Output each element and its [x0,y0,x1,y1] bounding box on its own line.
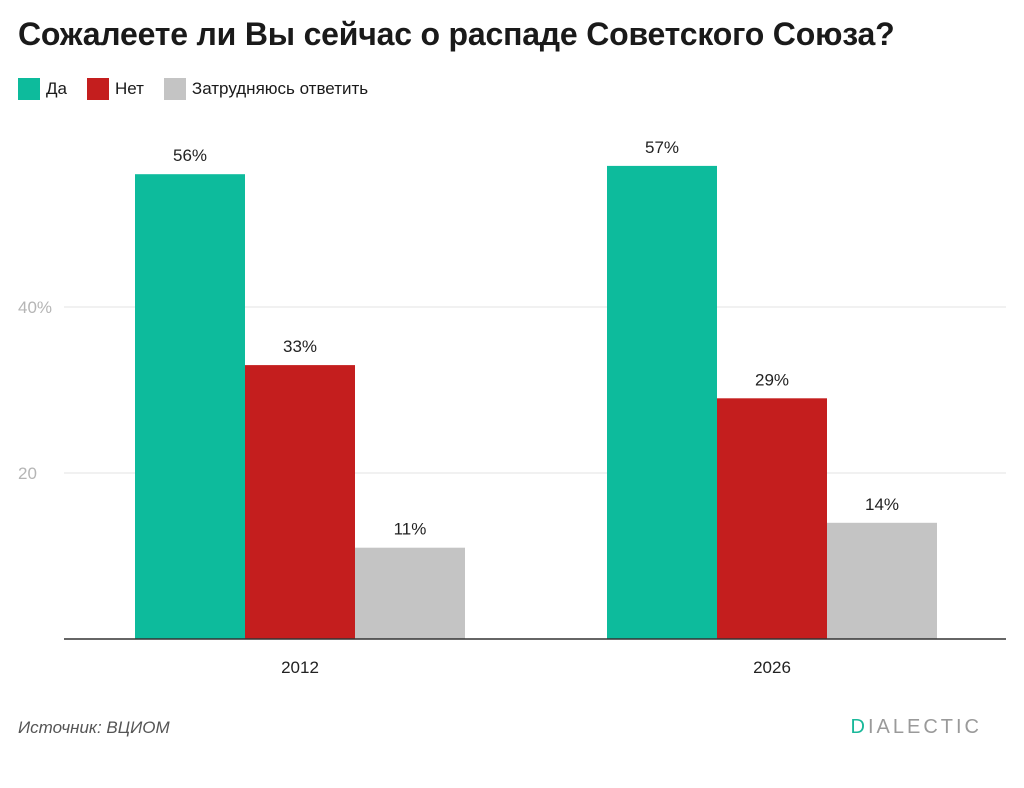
legend-swatch-no [86,78,109,100]
brand-logo-rest: IALECTIC [867,716,982,738]
data-label-undecided-2012: 11% [394,520,427,539]
legend-label-yes: Да [46,79,67,98]
bar-yes-2026 [607,165,717,639]
chart-title: Сожалеете ли Вы сейчас о распаде Советск… [18,16,895,52]
legend-item-no: Нет [86,78,144,100]
data-label-undecided-2026: 14% [865,495,899,514]
bar-undecided-2026 [827,522,937,639]
bar-undecided-2012 [355,547,465,639]
legend-item-undecided: Затрудняюсь ответить [163,78,369,100]
data-label-yes-2026: 57% [645,138,679,157]
legend: Да Нет Затрудняюсь ответить [18,78,388,100]
legend-item-yes: Да [18,78,67,100]
brand-logo: DIALECTIC [851,716,982,739]
source-note: Источник: ВЦИОМ [18,718,170,737]
x-tick-label-2026: 2026 [753,658,791,677]
y-tick-label-20: 20 [18,464,37,483]
data-label-no-2012: 33% [283,337,317,356]
bar-no-2012 [245,365,355,639]
legend-label-no: Нет [114,79,144,98]
data-label-yes-2012: 56% [173,146,207,165]
bar-yes-2012 [135,174,245,639]
x-tick-label-2012: 2012 [281,658,319,677]
data-label-no-2026: 29% [755,370,789,389]
bar-no-2026 [717,398,827,639]
y-tick-label-40: 40% [18,298,52,317]
brand-logo-d: D [850,716,868,738]
legend-label-undecided: Затрудняюсь ответить [191,79,369,98]
legend-swatch-undecided [163,78,186,100]
legend-swatch-yes [18,78,40,100]
